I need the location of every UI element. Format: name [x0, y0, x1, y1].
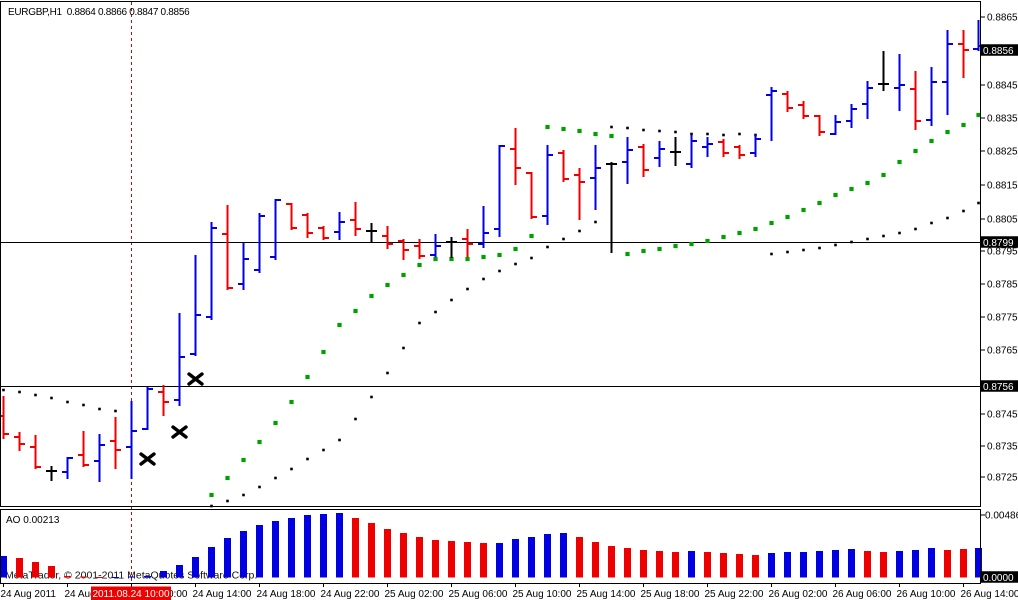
svg-text:0.8745: 0.8745: [987, 410, 1018, 421]
svg-text:2011.08.24 10:00: 2011.08.24 10:00: [92, 589, 170, 600]
svg-text:0.8825: 0.8825: [987, 147, 1018, 158]
svg-text:AO 0.00213: AO 0.00213: [6, 515, 60, 526]
svg-text:0.8756: 0.8756: [983, 382, 1014, 393]
svg-text:24 Aug 22:00: 24 Aug 22:00: [321, 589, 380, 600]
svg-text:0.8765: 0.8765: [987, 346, 1018, 357]
svg-text:26 Aug 14:00: 26 Aug 14:00: [961, 589, 1018, 600]
svg-text:EURGBP,H1 0.8864 0.8866 0.884: EURGBP,H1 0.8864 0.8866 0.8847 0.8856: [8, 7, 190, 18]
svg-text:25 Aug 10:00: 25 Aug 10:00: [513, 589, 572, 600]
svg-text:0.0000: 0.0000: [983, 573, 1014, 584]
svg-text:0.8799: 0.8799: [983, 238, 1014, 249]
svg-text:25 Aug 02:00: 25 Aug 02:00: [385, 589, 444, 600]
svg-text:0.8735: 0.8735: [987, 442, 1018, 453]
svg-text:0.8835: 0.8835: [987, 114, 1018, 125]
svg-text:25 Aug 14:00: 25 Aug 14:00: [577, 589, 636, 600]
svg-text:0.8856: 0.8856: [983, 46, 1014, 57]
svg-text:26 Aug 02:00: 26 Aug 02:00: [769, 589, 828, 600]
svg-text:0.8845: 0.8845: [987, 81, 1018, 92]
svg-text:0.8815: 0.8815: [987, 181, 1018, 192]
svg-text:0.8865: 0.8865: [987, 13, 1018, 24]
svg-text:0.8725: 0.8725: [987, 473, 1018, 484]
svg-text:25 Aug 06:00: 25 Aug 06:00: [449, 589, 508, 600]
svg-text:0.8785: 0.8785: [987, 280, 1018, 291]
svg-text:26 Aug 10:00: 26 Aug 10:00: [897, 589, 956, 600]
svg-text:0.8805: 0.8805: [987, 215, 1018, 226]
svg-text:25 Aug 22:00: 25 Aug 22:00: [705, 589, 764, 600]
svg-text:24 Aug 2011: 24 Aug 2011: [1, 589, 57, 600]
svg-text:0.8775: 0.8775: [987, 313, 1018, 324]
svg-text:24 Aug 14:00: 24 Aug 14:00: [193, 589, 252, 600]
svg-text:25 Aug 18:00: 25 Aug 18:00: [641, 589, 700, 600]
svg-text:24 Aug 18:00: 24 Aug 18:00: [257, 589, 316, 600]
svg-text:0.00486: 0.00486: [985, 511, 1018, 522]
svg-text:26 Aug 06:00: 26 Aug 06:00: [833, 589, 892, 600]
svg-text:0.8795: 0.8795: [987, 247, 1018, 258]
svg-text:MetaTrader, © 2001-2011 MetaQu: MetaTrader, © 2001-2011 MetaQuotes Softw…: [5, 570, 257, 582]
